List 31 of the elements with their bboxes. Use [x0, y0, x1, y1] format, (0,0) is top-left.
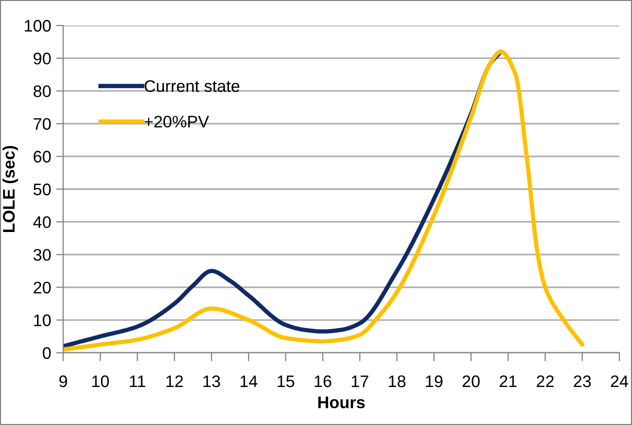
x-tick-label: 10	[92, 375, 109, 388]
y-tick-label: 40	[33, 216, 51, 228]
y-tick-label: 10	[34, 314, 51, 326]
y-tick-label: 100	[24, 20, 51, 32]
x-tick-label: 14	[240, 376, 258, 388]
y-tick-label: 0	[42, 347, 51, 359]
x-axis-title: Hours	[318, 396, 365, 408]
x-tick-label: 11	[130, 376, 146, 388]
y-tick-label: 90	[34, 52, 51, 64]
x-tick-label: 9	[59, 375, 68, 388]
x-tick-label: 16	[314, 375, 332, 388]
y-axis-title: LOLE (sec)	[2, 146, 18, 232]
y-tick-label: 70	[34, 118, 51, 130]
x-tick-label: 12	[166, 375, 183, 388]
x-tick-label: 23	[574, 375, 591, 388]
y-tick-label: 80	[34, 85, 51, 98]
y-tick-label: 60	[34, 150, 51, 163]
y-tick-label: 30	[33, 248, 51, 261]
x-tick-label: 13	[204, 375, 220, 388]
x-tick-label: 24	[610, 375, 628, 388]
y-tick-label: 50	[34, 184, 51, 196]
x-tick-label: 15	[278, 376, 294, 388]
legend-label: +20%PV	[144, 116, 210, 128]
y-tick-label: 20	[34, 282, 51, 294]
x-tick-label: 18	[388, 375, 406, 388]
x-tick-label: 20	[462, 375, 480, 388]
x-tick-label: 19	[426, 375, 442, 388]
x-tick-label: 17	[352, 376, 368, 388]
legend-label: Current state	[144, 80, 240, 92]
x-tick-label: 21	[500, 375, 517, 388]
x-tick-label: 22	[536, 375, 554, 388]
